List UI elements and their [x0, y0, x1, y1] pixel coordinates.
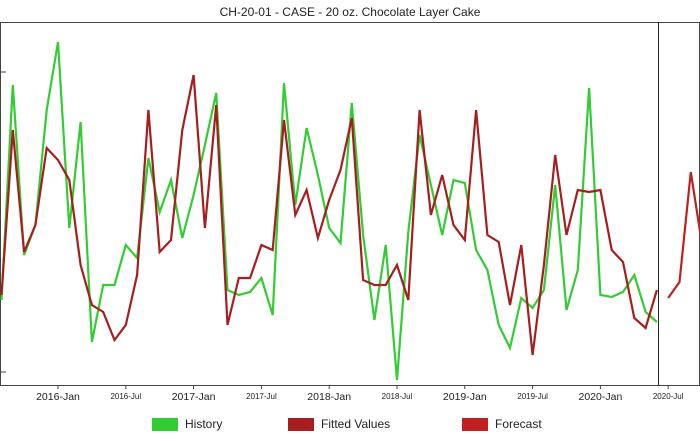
x-tick-label: 2020-Jan — [579, 391, 623, 403]
legend-swatch — [288, 418, 314, 431]
x-tick-label: 2019-Jan — [443, 391, 487, 403]
chart-title: CH-20-01 - CASE - 20 oz. Chocolate Layer… — [220, 5, 481, 19]
x-tick-label: 2017-Jul — [246, 392, 277, 401]
x-tick-label: 2016-Jul — [110, 392, 141, 401]
legend-swatch — [152, 418, 178, 431]
x-tick-label: 2017-Jan — [172, 391, 216, 403]
x-tick-label: 2020-Jul — [653, 392, 684, 401]
x-tick-label: 2018-Jul — [382, 392, 413, 401]
legend-swatch — [462, 418, 488, 431]
x-tick-label: 2019-Jul — [517, 392, 548, 401]
y-axis-ticks — [0, 71, 6, 373]
x-tick-label: 2016-Jan — [36, 391, 80, 403]
series-line — [0, 41, 658, 381]
legend-label: History — [185, 417, 222, 431]
series-line — [0, 74, 658, 356]
x-tick-label: 2018-Jan — [307, 391, 351, 403]
legend-label: Forecast — [495, 417, 542, 431]
series-line — [667, 171, 700, 299]
legend-label: Fitted Values — [321, 417, 390, 431]
